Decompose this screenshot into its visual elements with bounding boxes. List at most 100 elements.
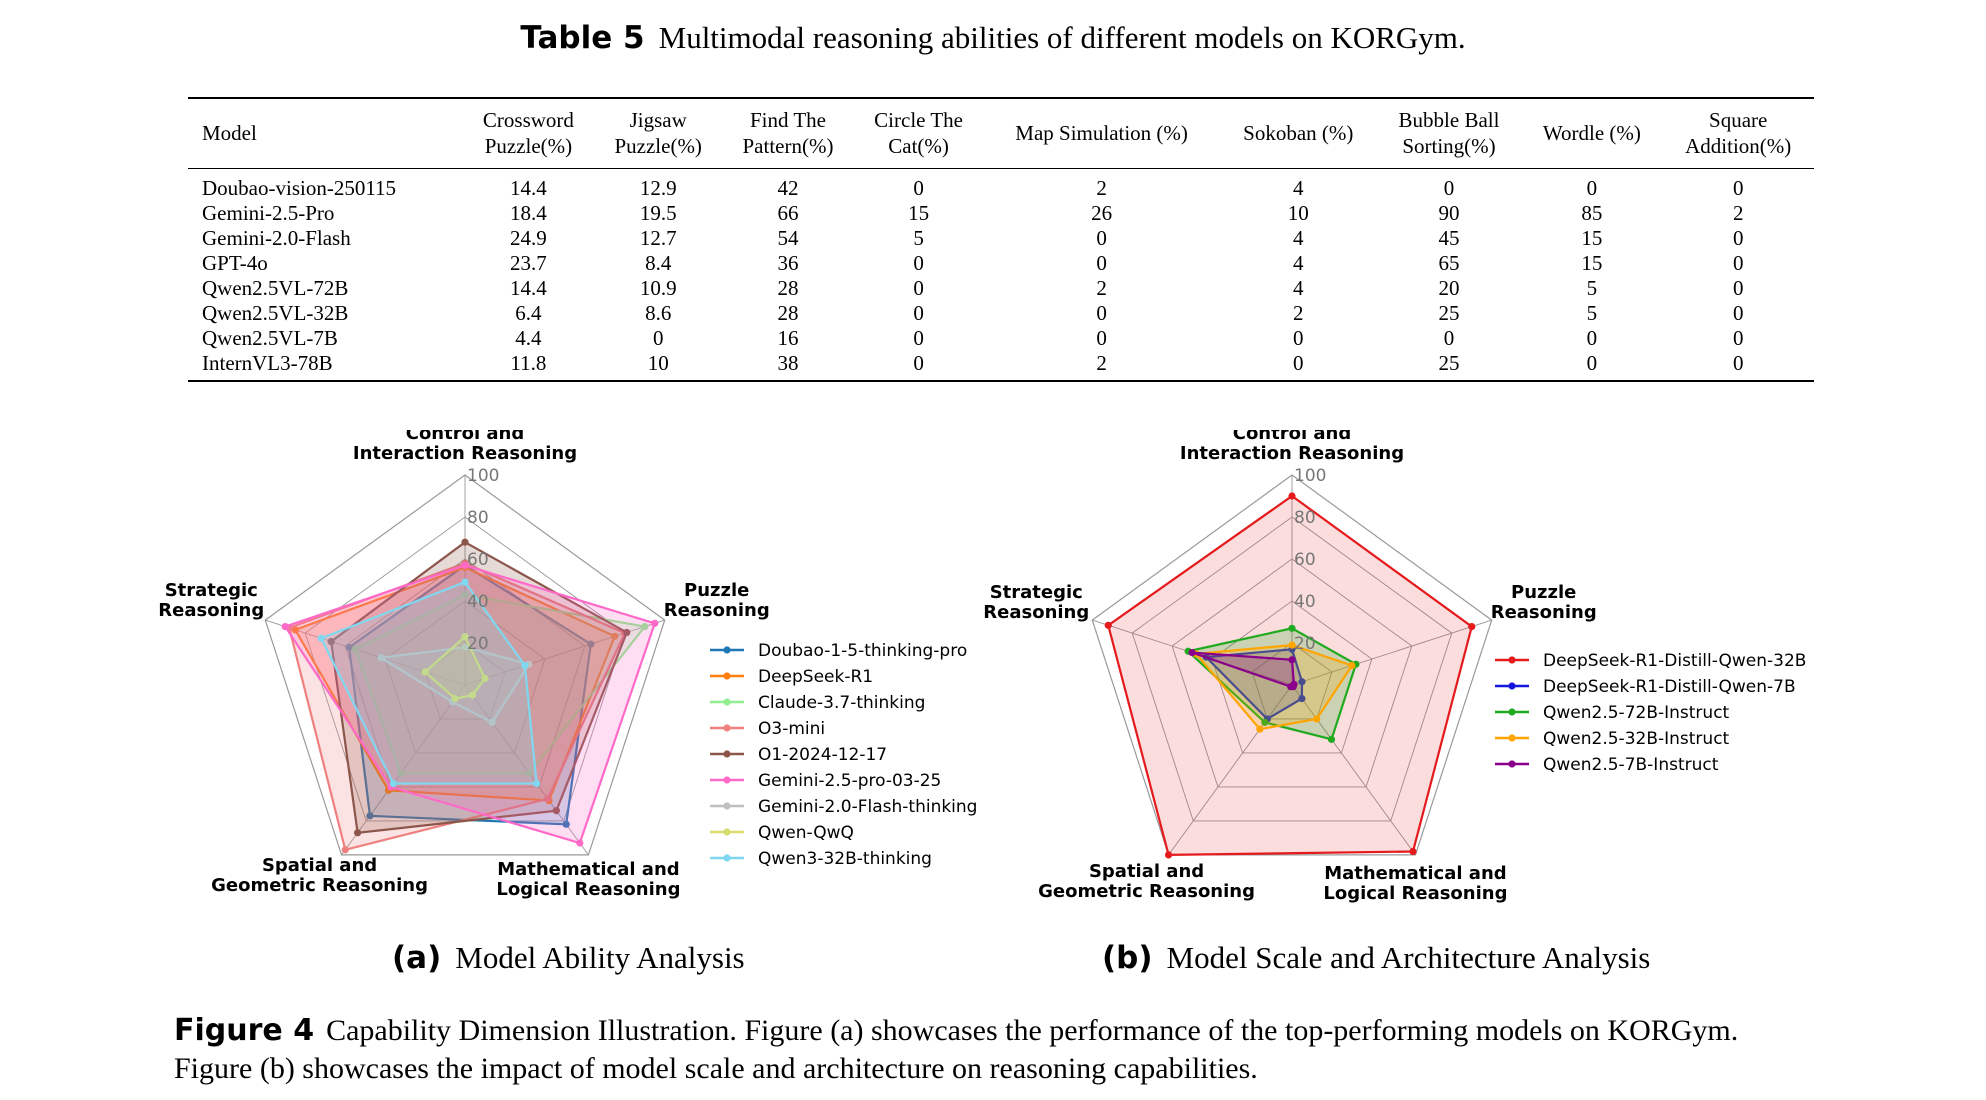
table-row: Gemini-2.5-Pro 18.4 19.5 66 15 26 10 90 85 2 bbox=[188, 200, 1814, 225]
data-point bbox=[1348, 661, 1356, 670]
score-cell: 0 bbox=[1443, 175, 1455, 200]
data-point bbox=[611, 632, 619, 640]
data-point bbox=[1104, 621, 1112, 629]
column-header-line: Find The bbox=[749, 108, 826, 132]
axis-label-line: Geometric Reasoning bbox=[211, 875, 428, 896]
model-name-cell: InternVL3-78B bbox=[202, 350, 333, 375]
table-row: Doubao-vision-250115 14.4 12.9 42 0 2 4 0 0 0 bbox=[188, 168, 1814, 200]
model-name-cell: Doubao-vision-250115 bbox=[202, 175, 397, 200]
axis-label: Spatial and Geometric Reasoning bbox=[211, 855, 428, 896]
axis-label: Mathematical and Logical Reasoning bbox=[1323, 863, 1507, 904]
column-header-line: Circle The bbox=[874, 108, 964, 132]
score-cell: 15 bbox=[1581, 250, 1603, 275]
legend-item: DeepSeek-R1-Distill-Qwen-32B bbox=[1495, 651, 1806, 671]
table-body: Doubao-vision-250115 14.4 12.9 42 0 2 4 0 0 0 Gemi… bbox=[188, 168, 1814, 381]
score-cell: 0 bbox=[1586, 175, 1598, 200]
score-cell: 0 bbox=[913, 250, 924, 275]
legend-label: Qwen2.5-7B-Instruct bbox=[1543, 755, 1719, 775]
data-point bbox=[377, 654, 385, 662]
score-cell: 0 bbox=[1586, 325, 1598, 350]
legend-marker bbox=[1508, 682, 1516, 690]
score-cell: 0 bbox=[913, 300, 924, 325]
axis-label-line: Puzzle bbox=[684, 580, 749, 601]
table-row: Qwen2.5VL-72B 14.4 10.9 28 0 2 4 20 5 0 bbox=[188, 275, 1814, 300]
axis-label-line: Spatial and bbox=[1089, 861, 1204, 882]
legend-marker bbox=[1508, 760, 1516, 768]
tick-label: 100 bbox=[1294, 466, 1326, 486]
series-area bbox=[293, 566, 617, 802]
series-area bbox=[1106, 494, 1474, 857]
legend-marker bbox=[723, 776, 731, 784]
legend: DeepSeek-R1-Distill-Qwen-32B DeepSeek-R1-… bbox=[1495, 651, 1806, 775]
column-header-line: Puzzle(%) bbox=[484, 134, 573, 159]
data-point bbox=[291, 626, 299, 634]
data-point bbox=[341, 846, 349, 854]
score-cell: 23.7 bbox=[510, 250, 547, 275]
data-point bbox=[521, 661, 529, 670]
legend-item: Qwen2.5-72B-Instruct bbox=[1495, 703, 1730, 723]
score-cell: 16 bbox=[777, 325, 799, 350]
legend-item: Gemini-2.0-Flash-thinking bbox=[710, 797, 977, 817]
axis-label: Strategic Reasoning bbox=[983, 582, 1089, 623]
legend-item: Qwen3-32B-thinking bbox=[710, 849, 932, 869]
axis-label: Control and Interaction Reasoning bbox=[1180, 430, 1404, 464]
series-Qwen2.5-7B-Instruct bbox=[1188, 648, 1298, 691]
score-cell: 5 bbox=[913, 225, 924, 250]
legend-label: Gemini-2.5-pro-03-25 bbox=[758, 771, 941, 791]
score-cell: 15 bbox=[908, 200, 930, 225]
score-cell: 4 bbox=[1293, 275, 1304, 300]
data-point bbox=[552, 807, 560, 815]
score-cell: 36 bbox=[777, 250, 799, 275]
score-cell: 2 bbox=[1293, 300, 1304, 325]
score-cell: 0 bbox=[1293, 350, 1304, 375]
column-header: Map Simulation (%) bbox=[983, 98, 1220, 168]
score-cell: 26 bbox=[1091, 200, 1113, 225]
data-point bbox=[461, 578, 469, 586]
score-cell: 0 bbox=[1096, 225, 1107, 250]
series-Qwen2.5-32B-Instruct bbox=[1192, 641, 1356, 733]
data-point bbox=[1188, 648, 1196, 657]
axis-label-line: Reasoning bbox=[664, 600, 770, 621]
score-cell: 20 bbox=[1438, 275, 1460, 300]
legend-marker bbox=[723, 802, 731, 810]
subcaption-b-text: Model Scale and Architecture Analysis bbox=[1166, 940, 1651, 975]
score-cell: 0 bbox=[1293, 325, 1304, 350]
axis-label: Control and Interaction Reasoning bbox=[353, 430, 577, 464]
column-header-line: Wordle (%) bbox=[1542, 121, 1641, 146]
series-Gemini-2.5-pro-03-25 bbox=[281, 561, 659, 847]
axis-label-line: Mathematical and bbox=[497, 859, 679, 880]
score-cell: 0 bbox=[1096, 300, 1107, 325]
figure-caption: Figure 4 Capability Dimension Illustratio… bbox=[174, 1012, 1814, 1088]
data-point bbox=[1298, 678, 1306, 686]
score-cell: 42 bbox=[777, 175, 799, 200]
axis-label: Puzzle Reasoning bbox=[664, 580, 770, 621]
score-cell: 12.9 bbox=[639, 175, 677, 200]
column-header: Wordle (%) bbox=[1521, 98, 1662, 168]
model-name-cell: GPT-4o bbox=[202, 250, 268, 275]
series-area bbox=[287, 562, 627, 852]
score-cell: 0 bbox=[1732, 250, 1744, 275]
data-point bbox=[468, 691, 477, 699]
data-point bbox=[461, 633, 469, 641]
score-cell: 25 bbox=[1438, 350, 1460, 375]
subcaption-a-text: Model Ability Analysis bbox=[455, 940, 745, 975]
grid-ring bbox=[344, 558, 586, 788]
score-cell: 4 bbox=[1293, 175, 1304, 200]
grid-ring bbox=[1091, 474, 1493, 856]
legend-marker bbox=[723, 646, 731, 654]
score-cell: 0 bbox=[1732, 325, 1744, 350]
data-point bbox=[351, 645, 359, 653]
column-header-line: Model bbox=[202, 121, 257, 146]
legend-item: DeepSeek-R1 bbox=[710, 667, 873, 687]
column-header-line: Sorting(%) bbox=[1402, 134, 1496, 159]
data-point bbox=[1288, 624, 1296, 632]
score-cell: 10 bbox=[647, 350, 669, 375]
data-point bbox=[641, 622, 649, 631]
axis-spoke bbox=[341, 684, 466, 856]
model-name-cell: Qwen2.5VL-32B bbox=[202, 300, 349, 325]
score-cell: 0 bbox=[1586, 350, 1598, 375]
series-area bbox=[319, 580, 538, 785]
legend-marker bbox=[723, 724, 731, 732]
legend-item: O1-2024-12-17 bbox=[710, 745, 887, 765]
column-header-line: Bubble Ball bbox=[1398, 108, 1500, 132]
